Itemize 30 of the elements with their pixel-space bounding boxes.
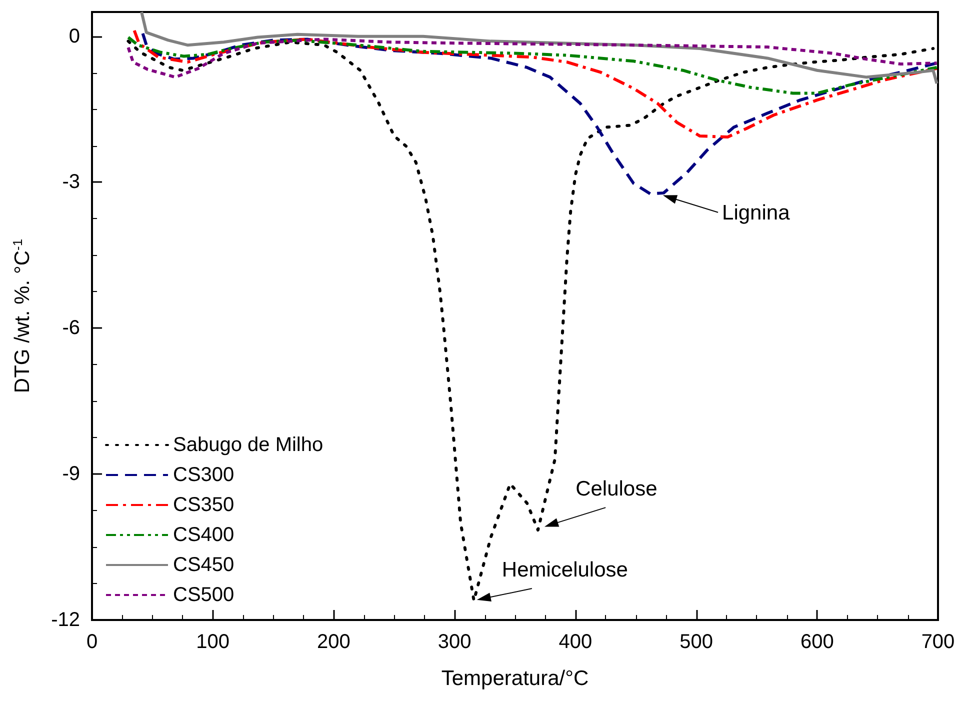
y-axis-title: DTG /wt. %. °C-1 <box>10 238 34 394</box>
legend-label: CS400 <box>173 524 234 546</box>
legend-label: CS300 <box>173 464 234 486</box>
line-series <box>126 38 938 79</box>
annotation: Lignina <box>722 201 790 224</box>
x-tick-label: 0 <box>86 631 98 653</box>
annotation: Hemicelulose <box>502 558 628 582</box>
legend-label: CS350 <box>173 494 234 516</box>
x-tick-label: 300 <box>438 631 472 653</box>
annotation: Celulose <box>576 478 658 501</box>
legend-label: CS500 <box>173 584 234 606</box>
line-series <box>132 28 938 139</box>
x-tick-label: 200 <box>317 631 350 653</box>
line-series <box>126 36 938 95</box>
line-series <box>140 10 938 85</box>
x-tick-label: 400 <box>558 631 592 653</box>
y-tick-label: -6 <box>62 317 80 340</box>
y-tick-label: 0 <box>68 25 80 48</box>
y-tick-label: -12 <box>51 609 80 631</box>
legend-label: CS450 <box>173 554 234 576</box>
x-tick-label: 600 <box>800 631 834 653</box>
x-tick-label: 500 <box>680 631 713 653</box>
y-tick-label: -9 <box>62 463 80 486</box>
y-tick-label: -3 <box>62 171 80 194</box>
line-series <box>141 32 938 196</box>
x-tick-label: 100 <box>196 631 230 653</box>
x-axis-title: Temperatura/°C <box>441 667 589 690</box>
x-tick-label: 700 <box>921 631 955 653</box>
line-series <box>126 40 935 602</box>
legend-label: Sabugo de Milho <box>173 434 324 456</box>
